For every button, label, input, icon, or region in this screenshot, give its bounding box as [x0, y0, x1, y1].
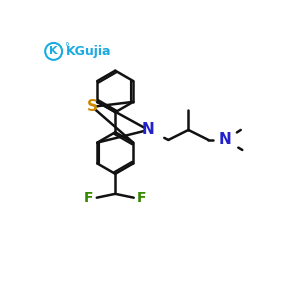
Text: KGujia: KGujia [66, 45, 112, 58]
Text: F: F [84, 191, 94, 205]
Text: K: K [50, 46, 58, 56]
Text: °: ° [64, 43, 68, 52]
Text: N: N [142, 122, 155, 137]
Text: S: S [87, 99, 98, 114]
Text: F: F [137, 191, 146, 205]
Text: N: N [219, 133, 232, 148]
